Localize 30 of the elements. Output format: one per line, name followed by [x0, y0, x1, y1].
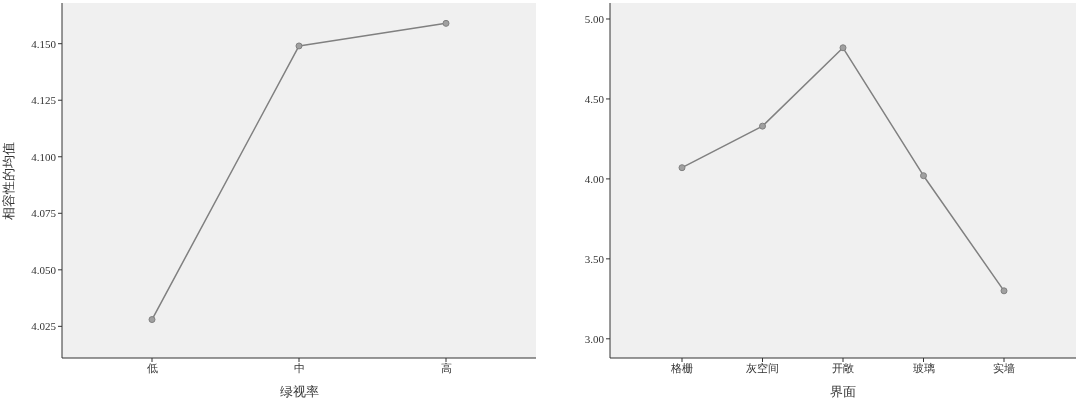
- x-axis-title: 绿视率: [279, 384, 319, 399]
- point: [759, 122, 766, 130]
- point: [148, 316, 156, 324]
- point: [839, 44, 847, 52]
- y-tick-label: 4.150: [31, 37, 57, 50]
- y-tick-label: 4.125: [31, 94, 57, 107]
- x-axis-title: 界面: [830, 384, 856, 399]
- point: [678, 164, 686, 172]
- x-tick-label: 玻璃: [912, 361, 935, 375]
- x-tick-label: 中: [293, 361, 305, 375]
- point: [295, 42, 303, 50]
- point: [920, 172, 927, 180]
- y-tick-label: 4.025: [31, 320, 57, 333]
- y-tick-label: 4.100: [31, 150, 57, 163]
- y-tick-label: 4.075: [31, 207, 57, 220]
- x-tick-label: 灰空间: [746, 361, 779, 375]
- point: [442, 19, 450, 27]
- x-tick-label: 低: [146, 361, 158, 375]
- y-axis-title: 相容性的均值: [0, 141, 16, 220]
- y-tick-label: 3.50: [584, 252, 605, 265]
- y-tick-label: 4.00: [584, 172, 605, 185]
- point: [1000, 287, 1008, 295]
- x-tick-label: 高: [440, 361, 452, 375]
- x-tick-label: 实墙: [993, 361, 1015, 375]
- y-tick-label: 3.00: [584, 332, 605, 345]
- y-tick-label: 5.00: [584, 12, 605, 25]
- x-tick-label: 开敞: [832, 361, 854, 375]
- y-tick-label: 4.050: [31, 263, 57, 276]
- y-tick-label: 4.50: [584, 92, 605, 105]
- x-tick-label: 格栅: [670, 361, 693, 375]
